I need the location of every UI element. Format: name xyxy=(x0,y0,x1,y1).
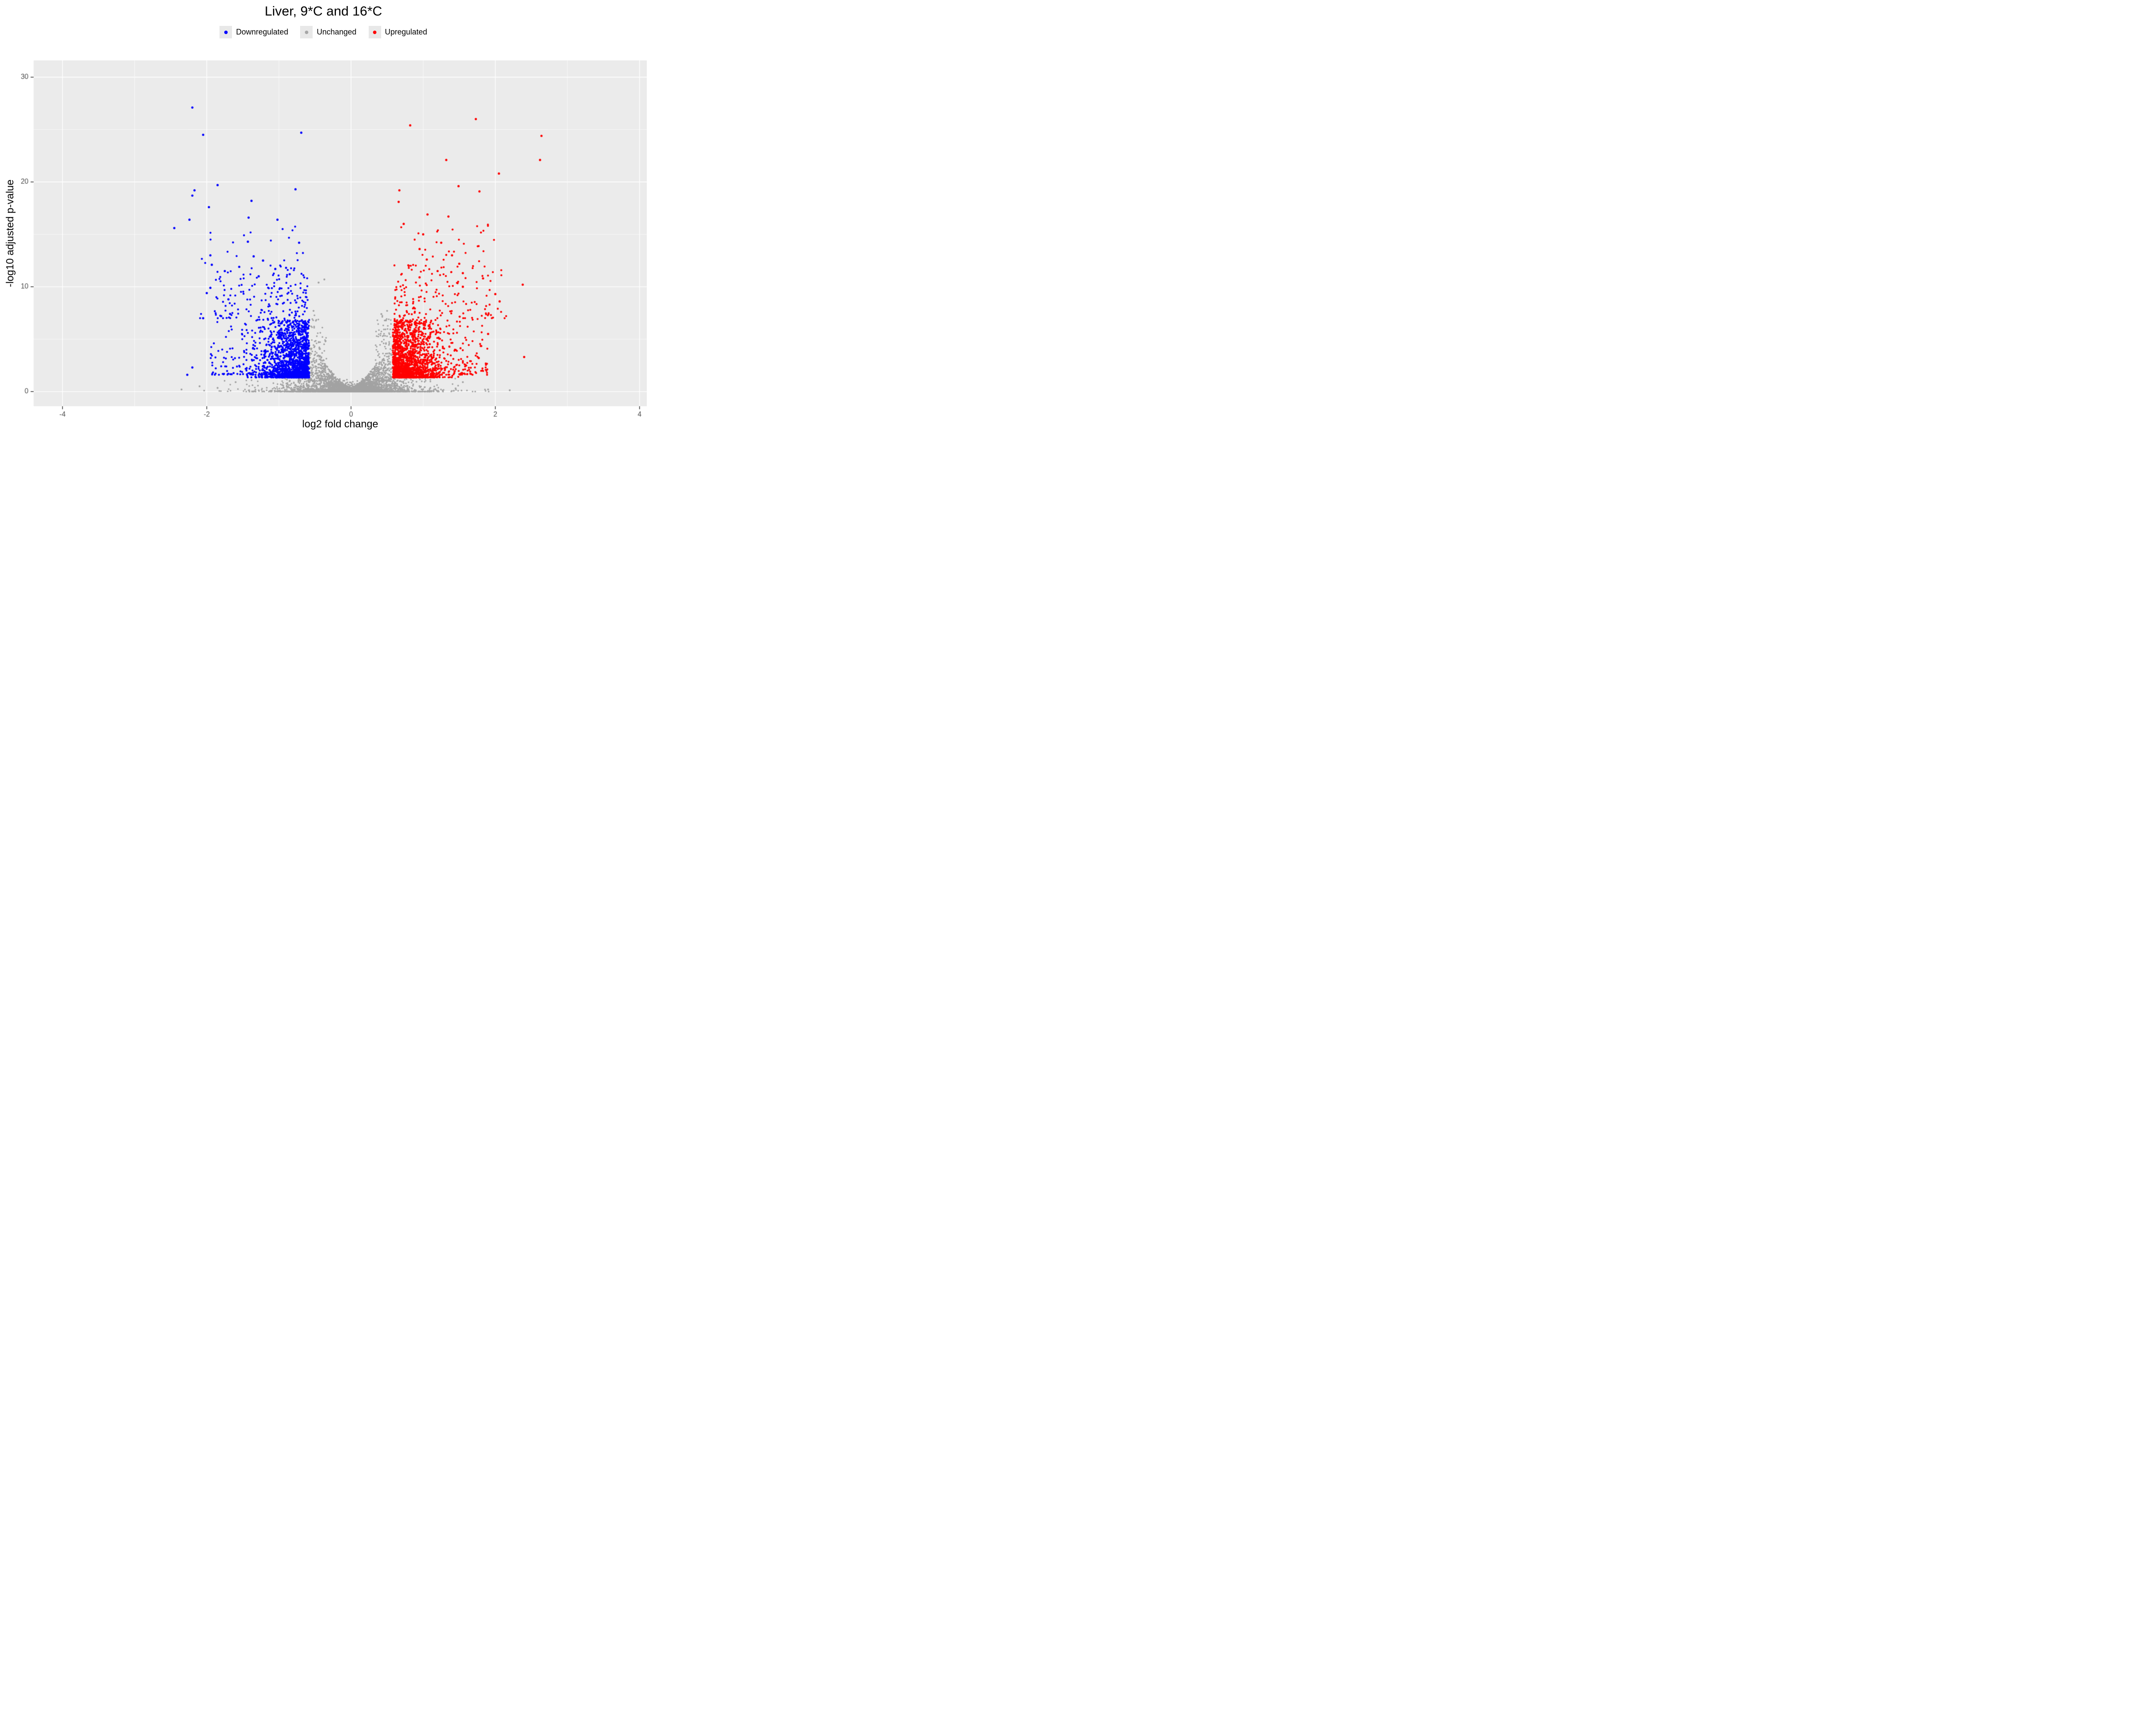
y-axis-title: -log10 adjusted p-value xyxy=(4,179,16,287)
volcano-plot-figure: Liver, 9*C and 16*C DownregulatedUnchang… xyxy=(0,0,647,431)
plot-canvas xyxy=(0,0,647,431)
x-axis-title: log2 fold change xyxy=(302,418,379,430)
